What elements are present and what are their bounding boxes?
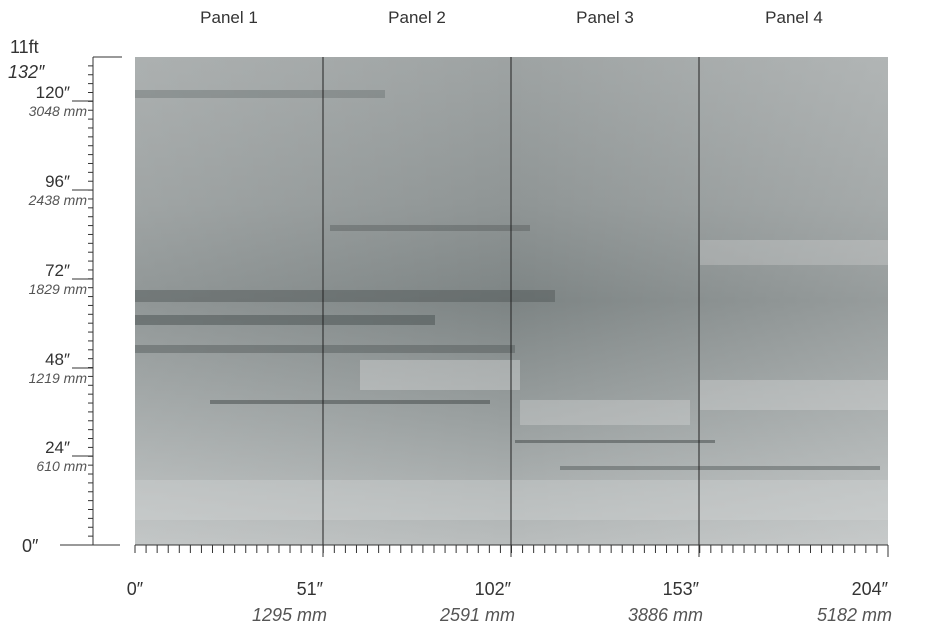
height-mm: 1829 mm [29, 281, 88, 297]
height-top: 132″ [8, 62, 45, 82]
height-inches: 120″ [36, 83, 70, 102]
panel-label: Panel 2 [388, 8, 446, 27]
height-inches: 48″ [45, 350, 70, 369]
width-inches: 204″ [852, 579, 889, 599]
panel-label: Panel 3 [576, 8, 634, 27]
height-mm: 2438 mm [28, 192, 88, 208]
width-mm: 3886 mm [628, 605, 703, 625]
ruler [60, 56, 889, 557]
height-feet: 11ft [10, 37, 39, 57]
width-mm: 1295 mm [252, 605, 327, 625]
height-mm: 610 mm [36, 458, 87, 474]
height-inches: 72″ [45, 261, 70, 280]
height-inches: 24″ [45, 438, 70, 457]
width-inches: 153″ [663, 579, 700, 599]
height-mm: 1219 mm [29, 370, 88, 386]
height-mm: 3048 mm [29, 103, 88, 119]
width-mm: 5182 mm [817, 605, 892, 625]
width-zero: 0″ [127, 579, 144, 599]
width-mm: 2591 mm [439, 605, 515, 625]
height-zero: 0″ [22, 536, 39, 556]
mural-image [135, 57, 888, 545]
width-inches: 102″ [475, 579, 512, 599]
width-inches: 51″ [297, 579, 324, 599]
panel-label: Panel 1 [200, 8, 258, 27]
panel-label: Panel 4 [765, 8, 823, 27]
height-inches: 96″ [45, 172, 70, 191]
